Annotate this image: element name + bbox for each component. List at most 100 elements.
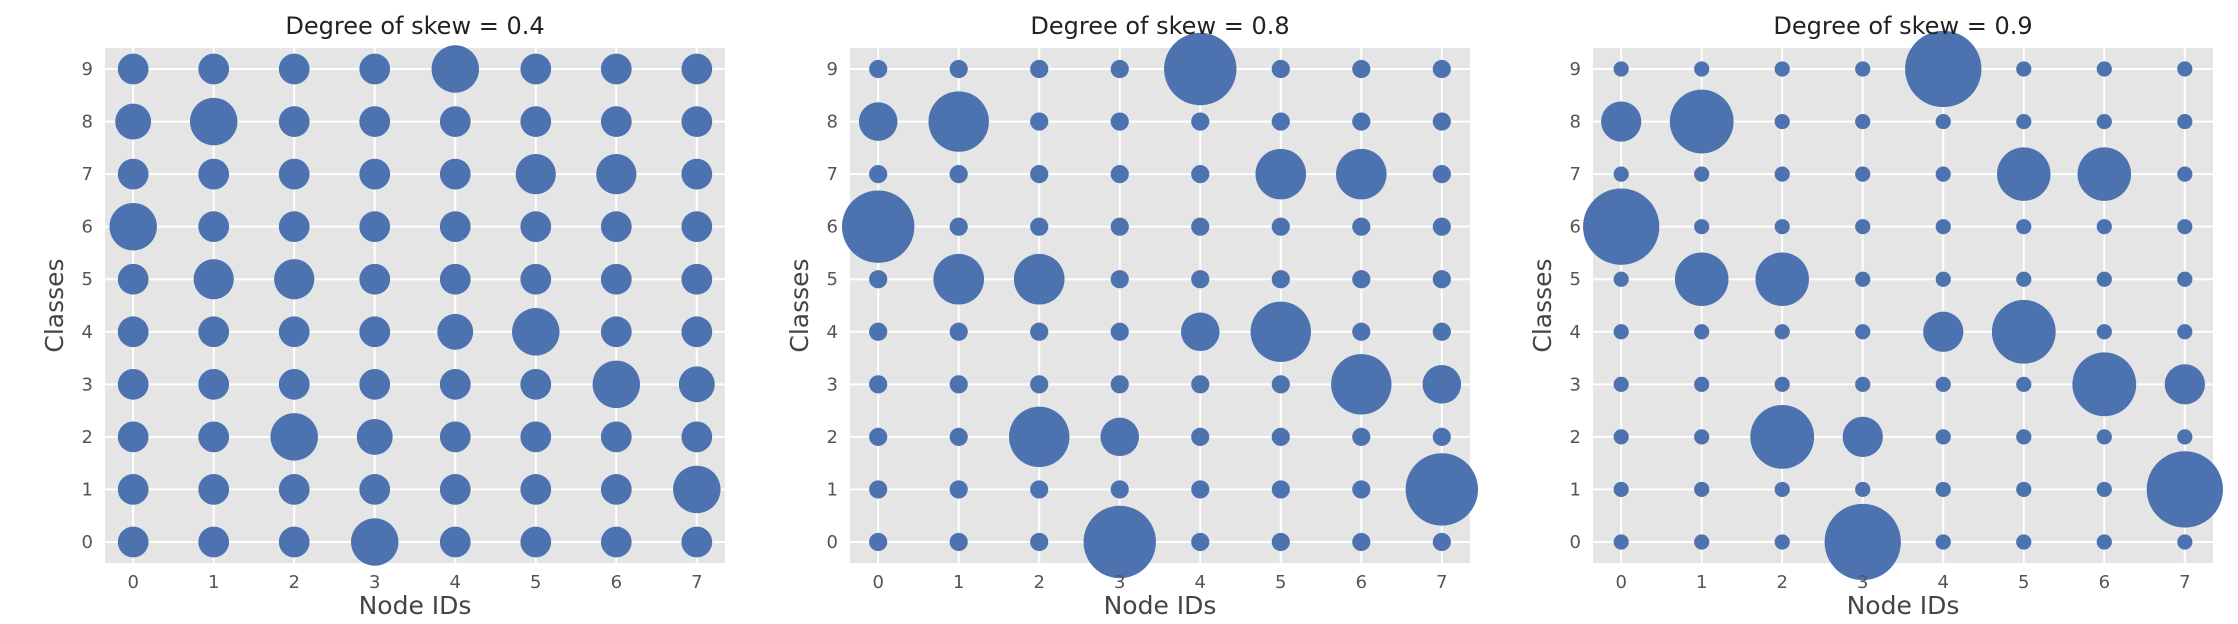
chart-panel-2: 0 1 2 3 4 5 6 7 0 1 2 3 4 5 6 7 8 9 Degree of skew = 0.9 No… bbox=[1528, 12, 2223, 620]
x-tick-label: 5 bbox=[2018, 572, 2029, 593]
bubble-node-2-class-6 bbox=[278, 211, 310, 243]
bubble-node-2-class-0 bbox=[1774, 534, 1790, 550]
bubble-node-3-class-2 bbox=[356, 418, 393, 455]
bubble-node-1-class-0 bbox=[198, 526, 230, 558]
y-tick-label: 7 bbox=[827, 164, 838, 185]
bubble-node-4-class-0 bbox=[1191, 532, 1210, 552]
y-tick-label: 8 bbox=[827, 112, 838, 133]
bubble-node-5-class-3 bbox=[2016, 376, 2032, 392]
bubble-node-5-class-0 bbox=[1271, 532, 1290, 552]
bubble-node-5-class-4 bbox=[1250, 301, 1311, 362]
bubble-node-2-class-8 bbox=[1030, 112, 1049, 131]
bubble-node-6-class-6 bbox=[600, 211, 632, 243]
bubble-node-7-class-6 bbox=[681, 211, 713, 243]
x-tick-label: 3 bbox=[369, 572, 380, 593]
bubble-node-3-class-0 bbox=[351, 518, 399, 566]
bubble-node-1-class-8 bbox=[189, 97, 238, 146]
bubble-series bbox=[109, 45, 721, 566]
bubble-node-3-class-5 bbox=[1110, 270, 1129, 289]
y-tick-label: 4 bbox=[827, 322, 838, 343]
bubble-node-4-class-8 bbox=[439, 106, 471, 137]
bubble-node-7-class-0 bbox=[681, 526, 713, 558]
bubble-node-6-class-3 bbox=[2072, 352, 2137, 417]
bubble-node-0-class-3 bbox=[869, 375, 888, 394]
bubble-node-7-class-7 bbox=[2177, 166, 2193, 182]
bubble-node-3-class-8 bbox=[1110, 112, 1129, 131]
bubble-node-5-class-6 bbox=[520, 211, 552, 243]
bubble-node-0-class-2 bbox=[1613, 429, 1629, 445]
bubble-node-4-class-7 bbox=[1191, 165, 1210, 184]
bubble-node-1-class-6 bbox=[198, 211, 230, 243]
bubble-node-4-class-6 bbox=[1191, 217, 1210, 236]
bubble-node-6-class-2 bbox=[1352, 427, 1371, 446]
bubble-node-1-class-7 bbox=[198, 158, 230, 190]
y-tick-label: 1 bbox=[82, 479, 93, 500]
bubble-node-5-class-7 bbox=[1255, 148, 1307, 200]
bubble-node-2-class-0 bbox=[278, 526, 310, 558]
bubble-node-4-class-1 bbox=[1935, 481, 1951, 498]
bubble-node-5-class-9 bbox=[520, 53, 552, 85]
bubble-node-6-class-3 bbox=[1331, 354, 1392, 415]
bubble-node-0-class-4 bbox=[869, 322, 888, 341]
bubble-node-2-class-2 bbox=[1009, 406, 1070, 468]
bubble-node-7-class-0 bbox=[1432, 532, 1451, 552]
y-tick-label: 0 bbox=[82, 532, 93, 553]
bubble-series bbox=[1583, 30, 2223, 581]
bubble-node-4-class-8 bbox=[1935, 113, 1951, 130]
bubble-node-5-class-1 bbox=[1271, 480, 1290, 499]
bubble-node-3-class-6 bbox=[359, 211, 391, 243]
chart-panel-0: 0 1 2 3 4 5 6 7 0 1 2 3 4 5 6 7 8 9 Degree of skew = 0.4 No… bbox=[40, 12, 725, 620]
bubble-node-2-class-8 bbox=[1774, 113, 1790, 130]
bubble-node-7-class-4 bbox=[2177, 324, 2193, 340]
bubble-node-7-class-5 bbox=[1432, 270, 1451, 289]
bubble-node-2-class-9 bbox=[1030, 59, 1049, 79]
bubble-node-0-class-5 bbox=[869, 270, 888, 289]
bubble-node-4-class-9 bbox=[1905, 30, 1982, 108]
bubble-node-1-class-9 bbox=[1694, 61, 1710, 77]
bubble-node-6-class-3 bbox=[592, 360, 641, 409]
bubble-node-6-class-4 bbox=[600, 316, 632, 348]
bubble-node-7-class-6 bbox=[1432, 217, 1451, 236]
bubble-node-2-class-4 bbox=[1030, 322, 1049, 341]
bubble-node-6-class-2 bbox=[2096, 429, 2112, 445]
bubble-node-5-class-1 bbox=[2016, 481, 2032, 498]
bubble-node-4-class-4 bbox=[437, 313, 474, 350]
bubble-node-3-class-6 bbox=[1855, 219, 1871, 235]
x-tick-label: 3 bbox=[1114, 572, 1125, 593]
bubble-node-2-class-7 bbox=[1030, 165, 1049, 184]
bubble-node-4-class-2 bbox=[1191, 427, 1210, 446]
bubble-node-7-class-7 bbox=[1432, 165, 1451, 184]
x-tick-label: 1 bbox=[953, 572, 964, 593]
bubble-node-5-class-1 bbox=[520, 474, 552, 505]
bubble-node-2-class-7 bbox=[1774, 166, 1790, 182]
bubble-node-1-class-0 bbox=[949, 532, 968, 552]
chart-title: Degree of skew = 0.9 bbox=[1773, 12, 2032, 40]
y-tick-label: 2 bbox=[1570, 427, 1581, 448]
bubble-node-4-class-7 bbox=[439, 158, 471, 190]
bubble-node-1-class-9 bbox=[198, 53, 230, 85]
x-tick-label: 4 bbox=[1938, 572, 1949, 593]
bubble-node-1-class-1 bbox=[1694, 481, 1710, 498]
bubble-node-4-class-6 bbox=[439, 211, 471, 243]
y-tick-label: 9 bbox=[82, 59, 93, 80]
bubble-node-4-class-1 bbox=[439, 474, 471, 505]
bubble-node-3-class-1 bbox=[1110, 480, 1129, 499]
bubble-node-0-class-8 bbox=[115, 103, 152, 140]
bubble-node-6-class-8 bbox=[2096, 113, 2112, 130]
bubble-node-3-class-5 bbox=[359, 263, 391, 295]
bubble-node-4-class-9 bbox=[431, 45, 479, 93]
bubble-node-7-class-2 bbox=[1432, 427, 1451, 446]
bubble-node-0-class-0 bbox=[1613, 534, 1629, 550]
bubble-node-0-class-8 bbox=[858, 102, 898, 141]
bubble-node-2-class-9 bbox=[278, 53, 310, 85]
bubble-node-6-class-4 bbox=[2096, 324, 2112, 340]
y-tick-label: 4 bbox=[82, 322, 93, 343]
y-tick-label: 1 bbox=[1570, 479, 1581, 500]
y-axis-label: Classes bbox=[1528, 258, 1557, 352]
bubble-node-3-class-3 bbox=[1110, 375, 1129, 394]
bubble-node-3-class-4 bbox=[1855, 324, 1871, 340]
bubble-node-2-class-1 bbox=[1030, 480, 1049, 499]
x-tick-label: 6 bbox=[611, 572, 622, 593]
bubble-node-6-class-0 bbox=[1352, 532, 1371, 552]
